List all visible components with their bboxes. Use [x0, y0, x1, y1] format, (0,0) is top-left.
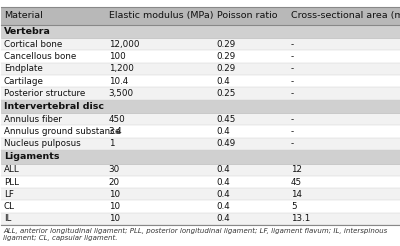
- Text: Ligaments: Ligaments: [4, 152, 60, 161]
- Text: -: -: [291, 64, 294, 73]
- Text: Material: Material: [4, 12, 43, 20]
- Text: Poisson ratio: Poisson ratio: [217, 12, 277, 20]
- Bar: [1, 25, 400, 38]
- Text: -: -: [291, 40, 294, 49]
- Text: 3,500: 3,500: [109, 89, 134, 98]
- Text: 100: 100: [109, 52, 126, 61]
- Text: 0.4: 0.4: [217, 215, 230, 223]
- Bar: [1, 125, 400, 138]
- Text: Elastic modulus (MPa): Elastic modulus (MPa): [109, 12, 213, 20]
- Bar: [1, 188, 400, 200]
- Text: 10: 10: [109, 190, 120, 199]
- Text: Cortical bone: Cortical bone: [4, 40, 62, 49]
- Text: 45: 45: [291, 178, 302, 186]
- Text: 0.29: 0.29: [217, 52, 236, 61]
- Bar: [1, 200, 400, 213]
- Text: IL: IL: [4, 215, 11, 223]
- Text: -: -: [291, 115, 294, 124]
- Text: Annulus ground substance: Annulus ground substance: [4, 127, 120, 136]
- Text: 0.25: 0.25: [217, 89, 236, 98]
- Bar: [1, 150, 400, 164]
- Text: 13.1: 13.1: [291, 215, 310, 223]
- Text: Cross-sectional area (mm²): Cross-sectional area (mm²): [291, 12, 400, 20]
- Bar: [1, 50, 400, 63]
- Text: 0.4: 0.4: [217, 77, 230, 86]
- Bar: [1, 100, 400, 113]
- Bar: [1, 75, 400, 87]
- Text: 5: 5: [291, 202, 296, 211]
- Bar: [1, 63, 400, 75]
- Text: 12: 12: [291, 165, 302, 174]
- Bar: [1, 213, 400, 225]
- Text: 12,000: 12,000: [109, 40, 139, 49]
- Bar: [1, 176, 400, 188]
- Text: PLL: PLL: [4, 178, 19, 186]
- Text: 0.4: 0.4: [217, 178, 230, 186]
- Text: 0.4: 0.4: [217, 190, 230, 199]
- Text: Endplate: Endplate: [4, 64, 43, 73]
- Text: Posterior structure: Posterior structure: [4, 89, 85, 98]
- Text: 10.4: 10.4: [109, 77, 128, 86]
- Text: Annulus fiber: Annulus fiber: [4, 115, 62, 124]
- Text: 20: 20: [109, 178, 120, 186]
- Bar: [1, 87, 400, 100]
- Bar: [1, 138, 400, 150]
- Text: 0.4: 0.4: [217, 202, 230, 211]
- Bar: [1, 38, 400, 50]
- Text: -: -: [291, 89, 294, 98]
- Text: 0.45: 0.45: [217, 115, 236, 124]
- Text: -: -: [291, 127, 294, 136]
- Text: 0.4: 0.4: [217, 127, 230, 136]
- Bar: [1, 7, 400, 25]
- Text: LF: LF: [4, 190, 14, 199]
- Text: Intervertebral disc: Intervertebral disc: [4, 102, 104, 111]
- Text: 450: 450: [109, 115, 126, 124]
- Text: Cartilage: Cartilage: [4, 77, 44, 86]
- Text: 3.4: 3.4: [109, 127, 122, 136]
- Text: 14: 14: [291, 190, 302, 199]
- Text: Vertebra: Vertebra: [4, 27, 51, 36]
- Text: 1,200: 1,200: [109, 64, 134, 73]
- Text: 0.4: 0.4: [217, 165, 230, 174]
- Text: 10: 10: [109, 215, 120, 223]
- Text: 0.29: 0.29: [217, 40, 236, 49]
- Text: 10: 10: [109, 202, 120, 211]
- Text: 0.29: 0.29: [217, 64, 236, 73]
- Text: -: -: [291, 139, 294, 148]
- Text: CL: CL: [4, 202, 15, 211]
- Text: Nucleus pulposus: Nucleus pulposus: [4, 139, 81, 148]
- Text: 0.49: 0.49: [217, 139, 236, 148]
- Text: Cancellous bone: Cancellous bone: [4, 52, 76, 61]
- Text: 30: 30: [109, 165, 120, 174]
- Bar: [1, 164, 400, 176]
- Text: -: -: [291, 52, 294, 61]
- Text: 1: 1: [109, 139, 114, 148]
- Text: ALL: ALL: [4, 165, 20, 174]
- Bar: [1, 113, 400, 125]
- Text: ALL, anterior longitudinal ligament; PLL, posterior longitudinal ligament; LF, l: ALL, anterior longitudinal ligament; PLL…: [3, 228, 388, 241]
- Text: -: -: [291, 77, 294, 86]
